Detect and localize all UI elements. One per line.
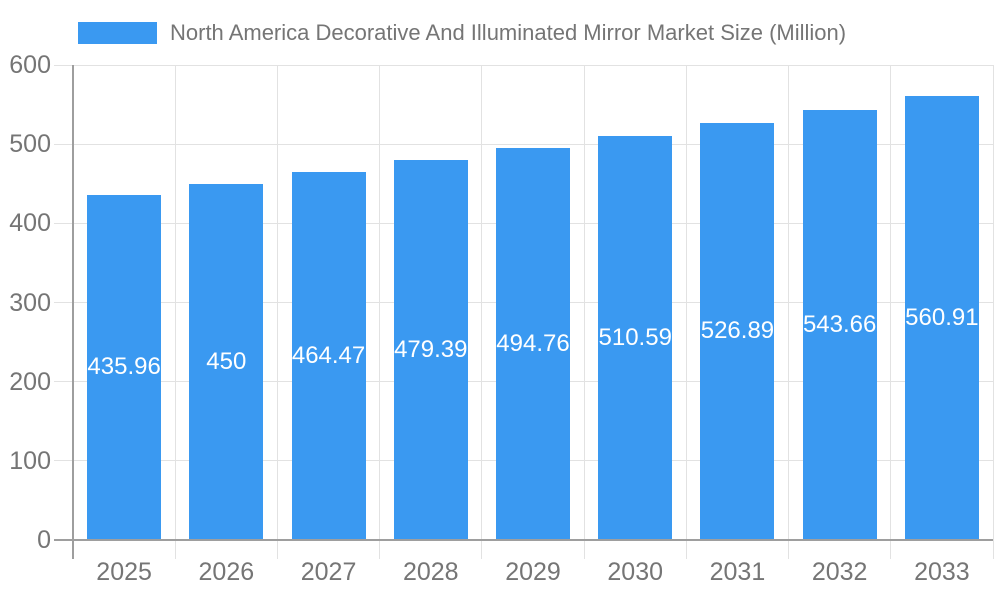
bar-value-label: 435.96 — [87, 353, 161, 381]
x-tick-label: 2032 — [811, 558, 868, 586]
x-tick-label: 2029 — [505, 558, 561, 586]
bar — [802, 109, 877, 540]
gridline-vertical — [481, 65, 483, 559]
y-tick-label: 0 — [37, 526, 51, 554]
x-tick-label: 2030 — [607, 558, 664, 586]
y-tick-label: 100 — [9, 446, 51, 475]
bar-value-label: 543.66 — [802, 310, 877, 338]
x-tick-label: 2027 — [300, 558, 357, 586]
bar — [393, 160, 468, 540]
legend[interactable]: North America Decorative And Illuminated… — [78, 20, 846, 46]
y-axis-line — [72, 65, 74, 559]
y-tick-label: 400 — [9, 209, 51, 238]
bar-value-label: 450 — [206, 347, 247, 375]
x-tick-label: 2028 — [402, 558, 459, 586]
y-tick-label: 200 — [9, 367, 51, 396]
bar-value-label: 479.39 — [394, 336, 468, 364]
legend-swatch — [78, 22, 157, 44]
bar — [189, 183, 264, 540]
x-tick-label: 2026 — [198, 558, 255, 586]
y-tick-label: 300 — [9, 288, 51, 317]
gridline-vertical — [583, 65, 585, 559]
x-tick-label: 2025 — [96, 558, 152, 586]
gridline-vertical — [992, 65, 994, 559]
bar-value-label: 464.47 — [291, 342, 366, 370]
gridline-vertical — [379, 65, 381, 559]
bar-value-label: 526.89 — [700, 317, 775, 345]
gridline-vertical — [276, 65, 278, 559]
x-tick-label: 2031 — [709, 558, 766, 586]
gridline-vertical — [685, 65, 687, 559]
bar-value-label: 510.59 — [598, 323, 672, 351]
bar — [700, 122, 775, 540]
gridline-horizontal — [54, 64, 993, 66]
bar-value-label: 560.91 — [905, 303, 979, 331]
x-axis-line — [54, 539, 993, 541]
gridline-vertical — [890, 65, 892, 559]
x-tick-label: 2033 — [914, 558, 970, 586]
bar — [904, 95, 979, 540]
gridline-vertical — [174, 65, 176, 559]
bar — [598, 135, 673, 540]
bar — [496, 148, 570, 540]
gridline-horizontal — [54, 143, 993, 145]
bar — [291, 172, 366, 540]
bar-value-label: 494.76 — [496, 330, 570, 358]
y-tick-label: 500 — [9, 130, 51, 159]
y-tick-label: 600 — [9, 51, 51, 79]
legend-label: North America Decorative And Illuminated… — [170, 20, 847, 45]
gridline-vertical — [788, 65, 790, 559]
bar — [87, 194, 162, 540]
